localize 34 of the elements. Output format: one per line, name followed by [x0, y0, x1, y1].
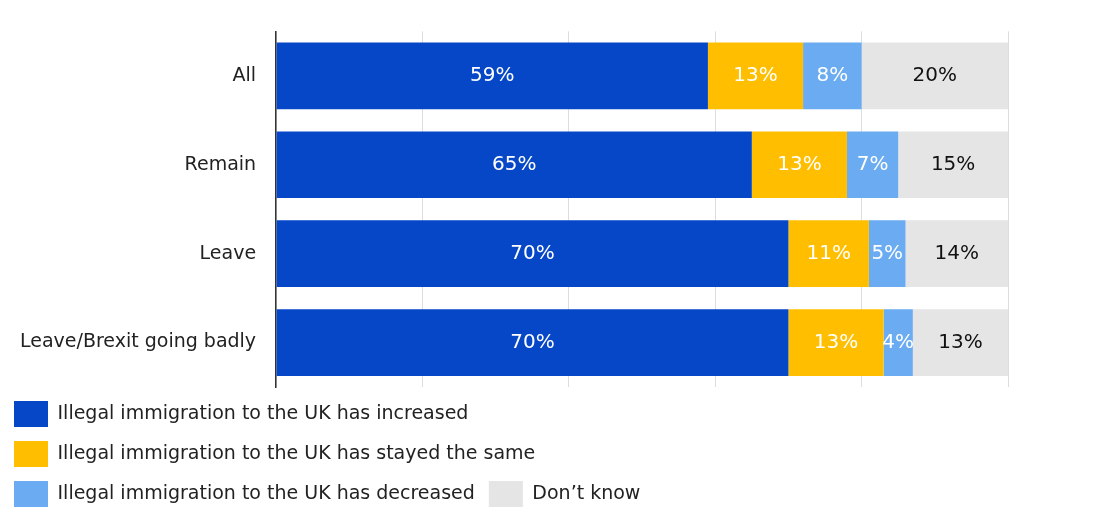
- data-label: 59%: [470, 62, 515, 87]
- bar: [788, 220, 869, 287]
- data-label: 13%: [777, 150, 822, 175]
- data-label: 14%: [934, 239, 979, 264]
- data-label: 70%: [510, 328, 555, 353]
- data-label: 65%: [492, 150, 537, 175]
- data-label: 13%: [733, 62, 778, 87]
- data-label: 8%: [816, 62, 849, 87]
- legend-label: Illegal immigration to the UK has stayed the same: [57, 440, 536, 463]
- y-tick-label: Remain: [184, 151, 257, 174]
- y-tick-label: Leave/Brexit going badly: [20, 329, 257, 352]
- bar: [868, 220, 906, 287]
- data-label: 5%: [871, 239, 904, 264]
- data-label: 70%: [510, 239, 555, 264]
- bar: [707, 42, 804, 110]
- data-label: 15%: [930, 150, 976, 175]
- data-label: 13%: [813, 328, 859, 353]
- bar: [788, 309, 884, 376]
- data-label: 7%: [856, 150, 889, 175]
- legend-label: Don’t know: [532, 480, 641, 503]
- data-label: 13%: [938, 328, 983, 353]
- bar: [846, 131, 899, 199]
- legend-label: Illegal immigration to the UK has increased: [57, 400, 469, 423]
- y-tick-label: All: [232, 62, 257, 85]
- y-tick-label: Leave: [199, 240, 257, 263]
- bar: [803, 42, 862, 110]
- bar: [751, 131, 847, 199]
- bar: [276, 309, 789, 376]
- legend-label: Illegal immigration to the UK has decreased: [57, 480, 475, 503]
- bar: [276, 220, 789, 287]
- data-label: 11%: [806, 239, 851, 264]
- bar: [276, 131, 752, 199]
- bar: [276, 42, 708, 110]
- data-label: 20%: [912, 62, 958, 87]
